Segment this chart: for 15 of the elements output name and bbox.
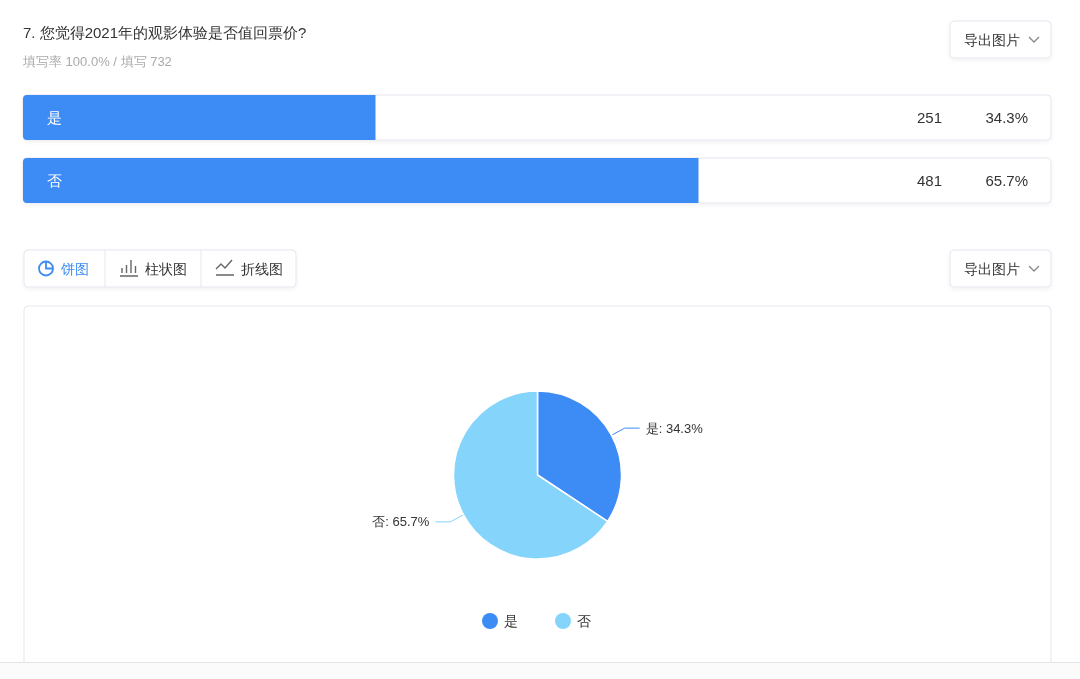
chart-subtitle: 填写率 100.0% / 填写 732 xyxy=(22,54,172,69)
text: 导出图片 xyxy=(964,260,1020,277)
chart-title: 7. 您觉得2021年的观影体验是否值回票价? xyxy=(23,24,307,41)
legend-label: 是 xyxy=(504,613,518,629)
annotation: 34.3% xyxy=(985,109,1028,126)
legend-label: 否 xyxy=(577,613,591,629)
data-label: 是: 34.3% xyxy=(645,420,704,436)
text: 饼图 xyxy=(60,260,89,277)
text: 折线图 xyxy=(241,260,283,277)
data-label: 否: 65.7% xyxy=(372,514,430,530)
text: 导出图片 xyxy=(964,31,1020,48)
data-label: 251 xyxy=(916,109,942,126)
text: 柱状图 xyxy=(145,260,187,277)
data-label: 481 xyxy=(916,172,942,189)
annotation: 65.7% xyxy=(985,172,1028,189)
